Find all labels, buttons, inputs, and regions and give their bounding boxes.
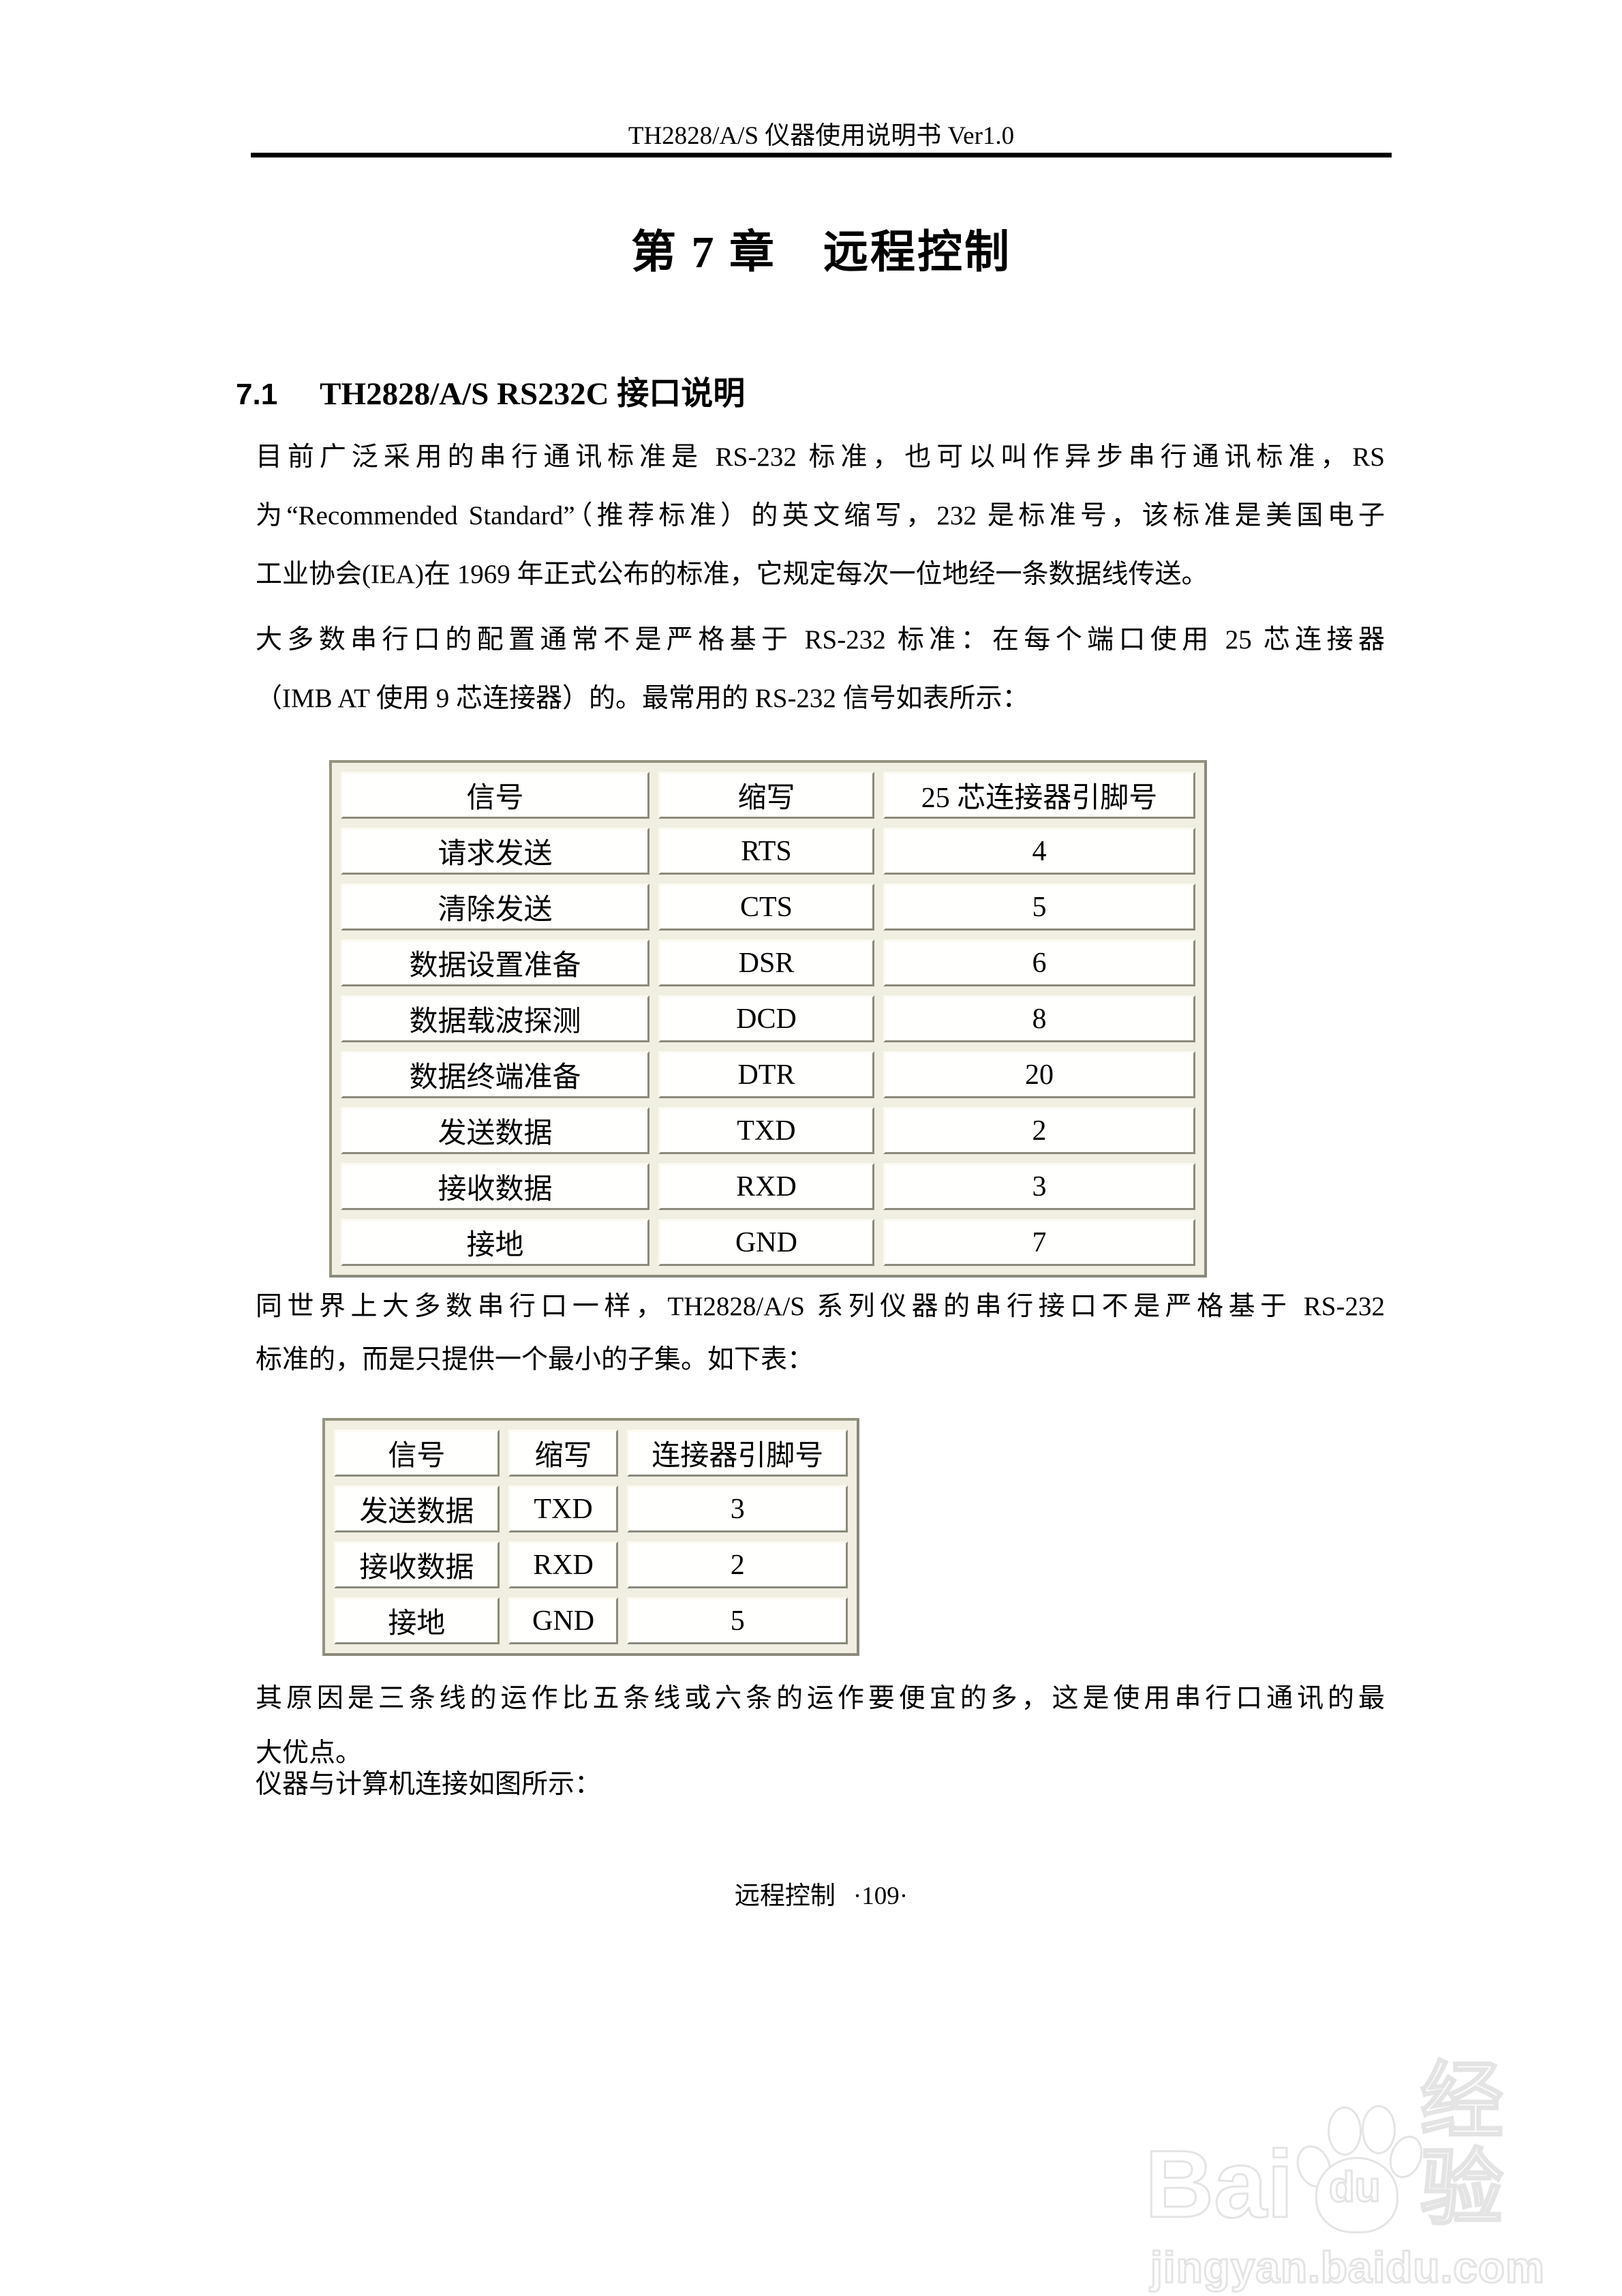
table-cell-pin: 2: [883, 1107, 1195, 1154]
table-row: 数据载波探测 DCD 8: [341, 995, 1195, 1042]
table-cell-pin: 7: [883, 1219, 1195, 1266]
table-cell-abbr: RXD: [508, 1541, 619, 1588]
table-cell-signal: 接地: [334, 1597, 500, 1644]
jingyan-logo-text: 经验: [1419, 2055, 1505, 2235]
paragraph-line: 仪器与计算机连接如图所示：: [256, 1770, 602, 1799]
footer-section-label: 远程控制: [734, 1882, 836, 1910]
table-cell-signal: 发送数据: [334, 1485, 500, 1532]
table-cell-signal: 接收数据: [334, 1541, 500, 1588]
paragraph-subset-intro: 同世界上大多数串行口一样，TH2828/A/S 系列仪器的串行接口不是严格基于 …: [256, 1280, 1385, 1387]
table-cell-abbr: RXD: [658, 1163, 874, 1210]
paragraph-three-wires: 其原因是三条线的运作比五条线或六条的运作要便宜的多，这是使用串行口通讯的最 大优点…: [256, 1672, 1385, 1781]
table-cell-pin: 5: [883, 883, 1195, 931]
table-header-cell: 连接器引脚号: [627, 1430, 848, 1477]
paragraph-line: 同世界上大多数串行口一样，TH2828/A/S 系列仪器的串行接口不是严格基于 …: [256, 1292, 1385, 1321]
baidu-logo-text: Bai: [1144, 2130, 1295, 2238]
table-body: 信号 缩写 25 芯连接器引脚号 请求发送 RTS 4 清除发送 CTS 5: [341, 772, 1195, 1266]
header-divider-rule: [251, 153, 1392, 157]
table-cell-pin: 8: [883, 995, 1195, 1042]
table-cell-abbr: TXD: [508, 1485, 619, 1532]
table-row: 接地 GND 5: [334, 1597, 848, 1644]
table-header-row: 信号 缩写 25 芯连接器引脚号: [341, 772, 1195, 819]
table-header-cell: 缩写: [658, 772, 874, 819]
paragraph-line: 为“Recommended Standard”（推荐标准）的英文缩写，232 是…: [256, 501, 1385, 530]
baidu-paw-icon: du: [1290, 2101, 1428, 2234]
table-row: 接收数据 RXD 3: [341, 1163, 1195, 1210]
paragraph-line: 其原因是三条线的运作比五条线或六条的运作要便宜的多，这是使用串行口通讯的最: [256, 1684, 1385, 1713]
table-cell-pin: 6: [883, 939, 1195, 986]
paragraph-line: 标准的，而是只提供一个最小的子集。如下表：: [256, 1345, 814, 1374]
paragraph-line: （IMB AT 使用 9 芯连接器）的。最常用的 RS-232 信号如表所示：: [256, 684, 1029, 713]
table-row: 接收数据 RXD 2: [334, 1541, 848, 1588]
paragraph-line: 大优点。: [256, 1738, 363, 1768]
table-cell-abbr: DSR: [658, 939, 874, 986]
table-row: 发送数据 TXD 2: [341, 1107, 1195, 1154]
baidu-jingyan-watermark: Bai du 经验 jingyan.baidu.com: [1144, 2055, 1581, 2293]
table-header-row: 信号 缩写 连接器引脚号: [334, 1430, 848, 1477]
paragraph-line: 大多数串行口的配置通常不是严格基于 RS-232 标准：在每个端口使用 25 芯…: [256, 625, 1385, 654]
table-cell-abbr: DCD: [658, 995, 874, 1042]
page-header-title: TH2828/A/S 仪器使用说明书 Ver1.0: [628, 122, 1015, 150]
table-header-cell: 缩写: [508, 1430, 619, 1477]
footer-page-number: ·109·: [853, 1882, 908, 1910]
paragraph-line: 目前广泛采用的串行通讯标准是 RS-232 标准，也可以叫作异步串行通讯标准，R…: [256, 442, 1385, 472]
minimal-subset-signals-table: 信号 缩写 连接器引脚号 发送数据 TXD 3 接收数据 RXD 2: [322, 1418, 859, 1656]
table-cell-abbr: GND: [658, 1219, 874, 1266]
table-row: 接地 GND 7: [341, 1219, 1195, 1266]
paragraph-rs232-intro: 目前广泛采用的串行通讯标准是 RS-232 标准，也可以叫作异步串行通讯标准，R…: [256, 428, 1385, 604]
paragraph-connection-figure: 仪器与计算机连接如图所示：: [256, 1757, 1385, 1812]
table-cell-abbr: TXD: [658, 1107, 874, 1154]
table-row: 请求发送 RTS 4: [341, 828, 1195, 875]
table-cell-signal: 清除发送: [341, 883, 649, 931]
table-cell-signal: 接收数据: [341, 1163, 649, 1210]
table-cell-pin: 4: [883, 828, 1195, 875]
section-number: 7.1: [236, 378, 278, 411]
table-cell-abbr: CTS: [658, 883, 874, 931]
baidu-logo-du-text: du: [1328, 2164, 1381, 2211]
table-cell-signal: 发送数据: [341, 1107, 649, 1154]
table-cell-signal: 数据载波探测: [341, 995, 649, 1042]
table-header-cell: 信号: [334, 1430, 500, 1477]
table-header-cell: 信号: [341, 772, 649, 819]
table-header-cell: 25 芯连接器引脚号: [883, 772, 1195, 819]
page-footer: 远程控制 ·109·: [251, 1875, 1392, 1912]
table-cell-pin: 3: [883, 1163, 1195, 1210]
table-row: 数据设置准备 DSR 6: [341, 939, 1195, 986]
chapter-title: 第 7 章 远程控制: [631, 228, 1011, 277]
table-row: 数据终端准备 DTR 20: [341, 1051, 1195, 1098]
watermark-url: jingyan.baidu.com: [1150, 2243, 1546, 2293]
table-cell-pin: 5: [627, 1597, 848, 1644]
table-cell-signal: 数据设置准备: [341, 939, 649, 986]
table-row: 清除发送 CTS 5: [341, 883, 1195, 931]
section-title: TH2828/A/S RS232C 接口说明: [320, 376, 746, 412]
table-cell-pin: 20: [883, 1051, 1195, 1098]
table-cell-signal: 请求发送: [341, 828, 649, 875]
watermark-brand-row: Bai du 经验: [1144, 2055, 1581, 2238]
section-heading: 7.1 TH2828/A/S RS232C 接口说明: [236, 367, 745, 414]
table-body: 信号 缩写 连接器引脚号 发送数据 TXD 3 接收数据 RXD 2: [334, 1430, 848, 1644]
rs232-25pin-signals-table: 信号 缩写 25 芯连接器引脚号 请求发送 RTS 4 清除发送 CTS 5: [329, 760, 1207, 1278]
table-cell-signal: 数据终端准备: [341, 1051, 649, 1098]
table-cell-signal: 接地: [341, 1219, 649, 1266]
paragraph-line: 工业协会(IEA)在 1969 年正式公布的标准，它规定每次一位地经一条数据线传…: [256, 560, 1208, 589]
paragraph-serial-config: 大多数串行口的配置通常不是严格基于 RS-232 标准：在每个端口使用 25 芯…: [256, 611, 1385, 728]
table-cell-abbr: GND: [508, 1597, 619, 1644]
table-cell-abbr: DTR: [658, 1051, 874, 1098]
table-cell-pin: 2: [627, 1541, 848, 1588]
table-row: 发送数据 TXD 3: [334, 1485, 848, 1532]
table-cell-abbr: RTS: [658, 828, 874, 875]
table-cell-pin: 3: [627, 1485, 848, 1532]
